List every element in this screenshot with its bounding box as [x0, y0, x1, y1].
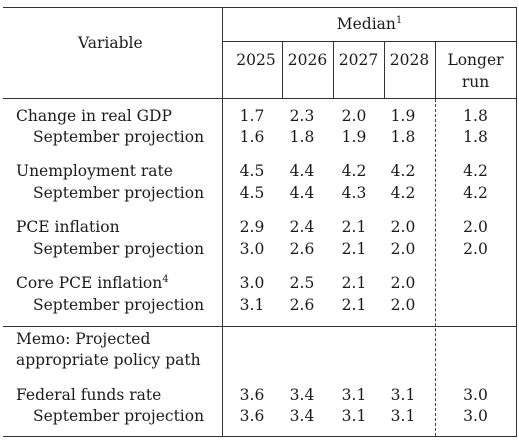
cell-2026: 4.4 [289, 184, 315, 202]
table-bottom-rule [3, 436, 517, 437]
cell-2026: 3.4 [289, 386, 315, 404]
col-divider-2026 [282, 41, 283, 99]
row-label: September projection [33, 184, 205, 202]
row-label: September projection [33, 128, 205, 146]
cell-2025: 3.0 [239, 240, 265, 258]
cell-2027: 2.1 [341, 240, 367, 258]
memo-top-rule [3, 326, 517, 327]
cell-2028: 4.2 [390, 184, 416, 202]
cell-2026: 2.6 [289, 296, 315, 314]
cell-2025: 1.6 [239, 128, 265, 146]
median-footnote-marker: 1 [395, 15, 403, 26]
year-header-2026: 2026 [287, 51, 328, 69]
row-label: September projection [33, 296, 205, 314]
cell-2026: 3.4 [289, 407, 315, 425]
variable-column-divider [222, 7, 223, 437]
cell-2027: 4.2 [341, 162, 367, 180]
cell-2028: 3.1 [390, 386, 416, 404]
cell-2025: 3.1 [239, 296, 265, 314]
cell-2026: 1.8 [289, 128, 315, 146]
cell-2028: 1.8 [390, 128, 416, 146]
cell-2025: 4.5 [239, 162, 265, 180]
cell-2027: 2.1 [341, 274, 367, 292]
cell-longer-run: 2.0 [463, 240, 488, 258]
memo-line-2: appropriate policy path [16, 351, 201, 369]
cell-2027: 2.0 [341, 107, 367, 125]
header-bottom-rule [3, 98, 517, 99]
cell-2027: 4.3 [341, 184, 367, 202]
row-label: PCE inflation [16, 218, 120, 236]
cell-2025: 3.6 [239, 407, 265, 425]
variable-column-header: Variable [78, 34, 143, 52]
cell-2028: 1.9 [390, 107, 416, 125]
year-header-2028: 2028 [389, 51, 430, 69]
cell-2028: 2.0 [390, 240, 416, 258]
table-top-rule [3, 7, 517, 8]
cell-longer-run: 3.0 [463, 407, 488, 425]
cell-2028: 2.0 [390, 296, 416, 314]
cell-2026: 4.4 [289, 162, 315, 180]
memo-line-1: Memo: Projected [16, 330, 151, 348]
row-label-core-pce: Core PCE inflation4 [16, 274, 169, 292]
cell-2025: 2.9 [239, 218, 265, 236]
core-pce-footnote-marker: 4 [162, 274, 169, 285]
longer-run-dashed-divider [435, 99, 436, 436]
cell-2027: 1.9 [341, 128, 367, 146]
col-divider-2027 [333, 41, 334, 99]
cell-2025: 4.5 [239, 184, 265, 202]
cell-2028: 3.1 [390, 407, 416, 425]
table-right-border [516, 7, 517, 437]
cell-longer-run: 1.8 [463, 107, 488, 125]
cell-2025: 3.6 [239, 386, 265, 404]
cell-longer-run: 4.2 [463, 184, 488, 202]
cell-2026: 2.4 [289, 218, 315, 236]
longer-run-header-line2: run [461, 73, 490, 91]
cell-2027: 2.1 [341, 218, 367, 236]
cell-2026: 2.6 [289, 240, 315, 258]
cell-2025: 3.0 [239, 274, 265, 292]
col-divider-longer-run [435, 41, 436, 99]
row-label: September projection [33, 240, 205, 258]
cell-longer-run: 1.8 [463, 128, 488, 146]
longer-run-header-line1: Longer [447, 51, 504, 69]
row-label: Unemployment rate [16, 162, 173, 180]
row-label: Change in real GDP [16, 107, 172, 125]
cell-2026: 2.5 [289, 274, 315, 292]
cell-2028: 2.0 [390, 274, 416, 292]
cell-2025: 1.7 [239, 107, 265, 125]
cell-2027: 3.1 [341, 407, 367, 425]
col-divider-2028 [384, 41, 385, 99]
median-header: Median1 [222, 15, 517, 33]
cell-longer-run: 3.0 [463, 386, 488, 404]
median-underline [222, 41, 517, 42]
median-label: Median [336, 15, 396, 33]
cell-2027: 3.1 [341, 386, 367, 404]
cell-longer-run: 4.2 [463, 162, 488, 180]
year-header-2027: 2027 [338, 51, 379, 69]
cell-longer-run: 2.0 [463, 218, 488, 236]
year-header-2025: 2025 [236, 51, 276, 69]
row-label: September projection [33, 407, 205, 425]
cell-2026: 2.3 [289, 107, 315, 125]
cell-2028: 4.2 [390, 162, 416, 180]
cell-2027: 2.1 [341, 296, 367, 314]
row-label: Core PCE inflation [16, 274, 163, 292]
cell-2028: 2.0 [390, 218, 416, 236]
row-label: Federal funds rate [16, 386, 162, 404]
